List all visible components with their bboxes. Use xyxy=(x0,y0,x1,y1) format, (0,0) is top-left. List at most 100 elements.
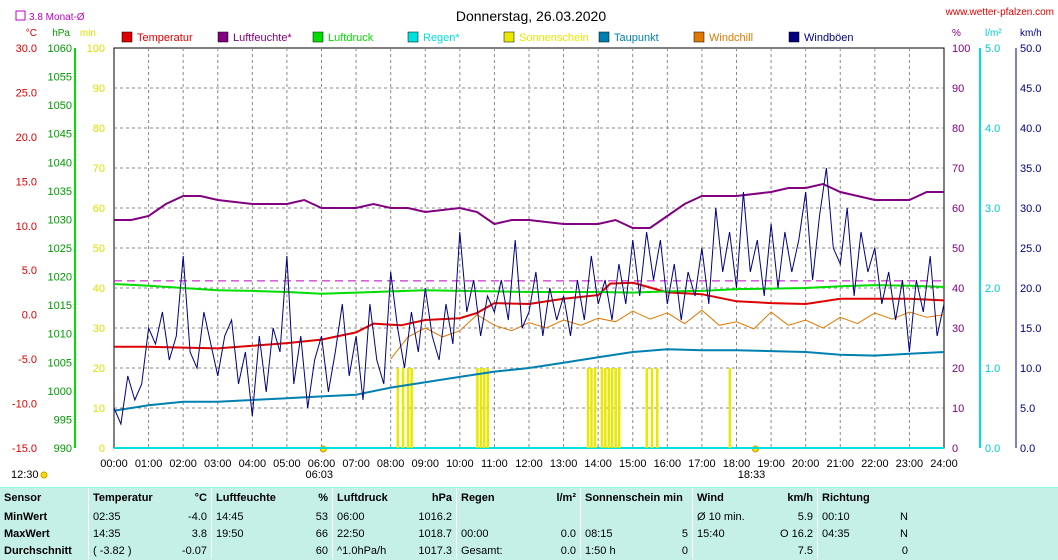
hdr-temperature-unit: °C xyxy=(194,492,207,504)
dir-value: N xyxy=(900,510,908,523)
sunshine-tick-label: 50 xyxy=(93,243,105,255)
dir-time: 00:10 xyxy=(817,508,897,525)
sunshine-bar xyxy=(600,368,604,448)
dir-value: N xyxy=(900,527,908,540)
stats-row-min: MinWert 02:35 -4.0 14:45 53 06:00 1016.2… xyxy=(0,508,1058,525)
legend-swatch-sunshine xyxy=(503,31,515,43)
temperature-line xyxy=(114,281,945,350)
weather-chart: 00:00 01:00 02:00 03:00 04:00 05:00 06:00 07:00… xyxy=(11,7,1054,481)
sunshine-bar xyxy=(406,368,410,448)
rain-value: 0.0 xyxy=(560,527,576,540)
wind-tick-label: 50.0 xyxy=(1020,43,1041,55)
wind-tick-label: 45.0 xyxy=(1020,83,1041,95)
pressure-line xyxy=(113,283,945,295)
sunshine-tick-label: 80 xyxy=(93,123,105,135)
sunshine-bar xyxy=(617,368,621,448)
sunshine-tick-label: 20 xyxy=(93,363,105,375)
humidity-line xyxy=(114,182,944,229)
rain-value xyxy=(520,508,581,525)
humidity-tick-label: 60 xyxy=(952,203,964,215)
sunshine-unit-label: min xyxy=(80,28,96,39)
x-tick-label: 23:00 xyxy=(896,458,924,470)
site-link[interactable]: www.wetter-pfalzen.com xyxy=(945,7,1054,18)
legend-label-humidity: Luftfeuchte* xyxy=(233,32,292,44)
legend-swatch-pressure xyxy=(312,31,324,43)
x-tick-label: 15:00 xyxy=(619,458,647,470)
sunshine-bar xyxy=(590,368,593,448)
dewpoint-line xyxy=(113,348,945,412)
rain-tick-label: 2.0 xyxy=(985,283,1000,295)
sunshine-bar xyxy=(401,368,405,448)
wind-tick-label: 10.0 xyxy=(1020,363,1041,375)
hdr-wind: Wind xyxy=(692,488,770,508)
sunshine-bar xyxy=(611,368,614,448)
sunshine-tick-label: 90 xyxy=(93,83,105,95)
legend-swatch-windchill xyxy=(693,31,705,43)
x-tick-label: 12:00 xyxy=(515,458,543,470)
hdr-pressure: Luftdruck xyxy=(332,488,403,508)
temp-time: ( -3.82 ) xyxy=(88,542,167,559)
hum-value: 66 xyxy=(315,527,328,540)
temperature-tick-label: 30.0 xyxy=(16,43,37,55)
press-value: 1017.3 xyxy=(418,544,452,557)
sunshine-bar xyxy=(607,368,611,448)
month-avg-marker-icon xyxy=(15,10,26,21)
temperature-tick-label: -15.0 xyxy=(12,443,37,455)
sunset-time-label: 18:33 xyxy=(738,469,766,481)
row-label: MinWert xyxy=(4,510,48,523)
rain-tick-label: 4.0 xyxy=(985,123,1000,135)
press-time: 06:00 xyxy=(332,508,403,525)
series-layer xyxy=(113,167,945,449)
wind-tick-label: 35.0 xyxy=(1020,163,1041,175)
pressure-tick-label: 1005 xyxy=(48,357,72,369)
rain-tick-label: 3.0 xyxy=(985,203,1000,215)
humidity-tick-label: 10 xyxy=(952,403,964,415)
pressure-tick-label: 1030 xyxy=(48,214,72,226)
humidity-tick-label: 70 xyxy=(952,163,964,175)
sunshine-tick-label: 40 xyxy=(93,283,105,295)
sun-value xyxy=(662,508,693,525)
wind-tick-label: 40.0 xyxy=(1020,123,1041,135)
pressure-tick-label: 1050 xyxy=(48,100,72,112)
sun-time xyxy=(580,508,663,525)
legend-label-sunshine: Sonnenschein xyxy=(519,32,589,44)
x-tick-label: 18:00 xyxy=(723,458,751,470)
row-label: MaxWert xyxy=(4,527,50,540)
temperature-tick-label: 5.0 xyxy=(22,265,37,277)
x-tick-label: 14:00 xyxy=(584,458,612,470)
x-tick-label: 03:00 xyxy=(204,458,232,470)
sunshine-bar xyxy=(396,368,400,448)
temperature-tick-label: 20.0 xyxy=(16,132,37,144)
legend-swatch-dewpoint xyxy=(598,31,610,43)
pressure-tick-label: 990 xyxy=(54,443,72,455)
wind-label: Ø 10 min. xyxy=(692,508,770,525)
sunshine-bar xyxy=(604,368,607,448)
temp-value: 3.8 xyxy=(191,527,207,540)
wind-tick-label: 5.0 xyxy=(1020,403,1035,415)
sunshine-tick-label: 0 xyxy=(99,443,105,455)
chart-title: Donnerstag, 26.03.2020 xyxy=(456,8,606,24)
temperature-tick-label: 0.0 xyxy=(22,310,37,322)
pressure-unit-label: hPa xyxy=(52,28,70,39)
hdr-humidity: Luftfeuchte xyxy=(211,488,290,508)
wind-tick-label: 30.0 xyxy=(1020,203,1041,215)
wind-tick-label: 25.0 xyxy=(1020,243,1041,255)
stats-table: Sensor Temperatur °C Luftfeuchte % Luftd… xyxy=(0,488,1058,559)
hdr-rain: Regen xyxy=(456,488,520,508)
sunshine-tick-label: 60 xyxy=(93,203,105,215)
sunshine-tick-label: 30 xyxy=(93,323,105,335)
x-tick-label: 16:00 xyxy=(654,458,682,470)
legend-label-dewpoint: Taupunkt xyxy=(614,32,659,44)
sunshine-tick-label: 10 xyxy=(93,403,105,415)
pressure-tick-label: 1035 xyxy=(48,186,72,198)
dir-time xyxy=(817,542,897,559)
press-time: ^1.0hPa/h xyxy=(332,542,403,559)
wind-tick-label: 0.0 xyxy=(1020,443,1035,455)
x-tick-label: 09:00 xyxy=(411,458,439,470)
hum-time: 19:50 xyxy=(211,525,290,542)
wind-value: 5.9 xyxy=(797,510,814,523)
x-tick-label: 05:00 xyxy=(273,458,301,470)
wind-label xyxy=(692,542,770,559)
sun-value: 5 xyxy=(681,527,689,540)
legend: Temperatur Luftfeuchte* Luftdruck Regen* Son… xyxy=(121,31,854,44)
